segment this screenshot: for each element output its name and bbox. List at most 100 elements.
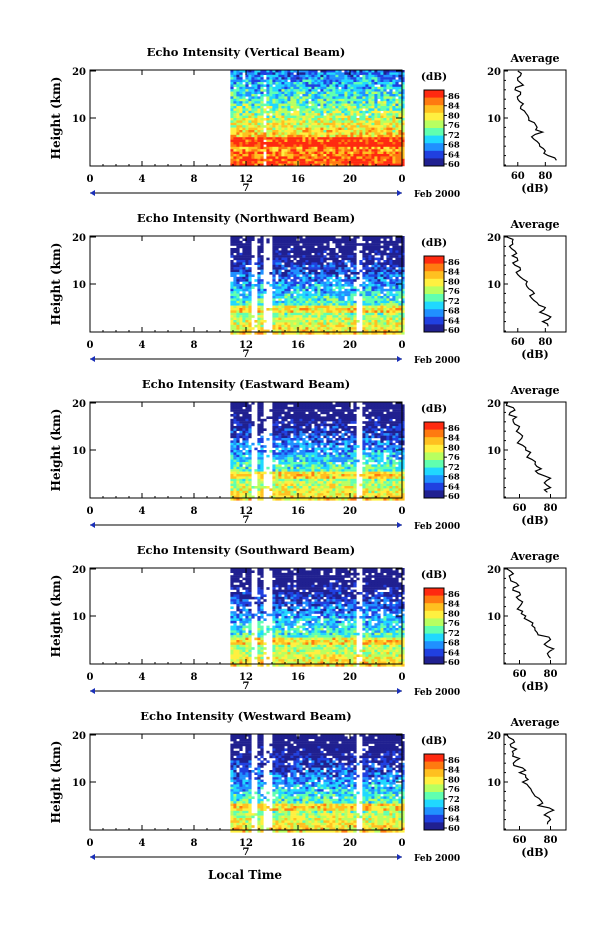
heatmap-cell <box>371 243 375 246</box>
heatmap-cell <box>323 327 327 330</box>
heatmap-cell <box>386 72 390 75</box>
heatmap-cell <box>398 296 402 299</box>
heatmap-cell <box>365 84 369 87</box>
heatmap-cell <box>230 110 234 114</box>
heatmap-cell <box>332 146 336 150</box>
heatmap-cell <box>302 402 306 405</box>
heatmap-cell <box>233 127 237 131</box>
heatmap-cell <box>332 404 336 407</box>
heatmap-cell <box>365 158 369 162</box>
heatmap-cell <box>344 125 348 128</box>
heatmap-cell <box>233 250 237 253</box>
heatmap-cell <box>350 70 354 73</box>
heatmap-cell <box>314 402 318 405</box>
heatmap-cell <box>335 243 339 246</box>
heatmap-cell <box>305 72 309 75</box>
heatmap-cell <box>317 125 321 128</box>
heatmap-cell <box>398 281 402 285</box>
heatmap-cell <box>257 154 261 157</box>
heatmap-cell <box>245 329 249 333</box>
heatmap-cell <box>365 91 369 95</box>
heatmap-cell <box>335 264 339 268</box>
heatmap-cell <box>287 329 291 333</box>
heatmap-cell <box>299 260 303 263</box>
heatmap-cell <box>308 286 312 289</box>
heatmap-cell <box>275 134 279 138</box>
heatmap-cell <box>320 293 324 297</box>
heatmap-cell <box>302 322 306 325</box>
heatmap-cell <box>374 276 378 280</box>
heatmap-cell <box>296 243 300 246</box>
heatmap-cell <box>308 329 312 333</box>
heatmap-cell <box>338 96 342 99</box>
heatmap-cell <box>395 84 399 87</box>
heatmap-cell <box>341 423 345 427</box>
heatmap-cell <box>317 308 321 311</box>
heatmap-cell <box>329 115 333 119</box>
heatmap-cell <box>335 139 339 143</box>
heatmap-cell <box>368 276 372 280</box>
heatmap-cell <box>335 91 339 95</box>
heatmap-cell <box>230 108 234 111</box>
heatmap-cell <box>374 421 378 424</box>
heatmap-cell <box>389 79 393 83</box>
heatmap-cell <box>245 406 249 410</box>
heatmap-cell <box>371 72 375 75</box>
heatmap-cell <box>386 101 390 104</box>
heatmap-cell <box>305 257 309 261</box>
heatmap-cell <box>329 139 333 143</box>
heatmap-cell <box>389 113 393 116</box>
heatmap-cell <box>281 118 285 121</box>
heatmap-cell <box>353 269 357 273</box>
heatmap-cell <box>392 115 396 119</box>
heatmap-cell <box>284 327 288 330</box>
heatmap-cell <box>386 158 390 162</box>
heatmap-cell <box>299 120 303 123</box>
heatmap-cell <box>251 423 255 427</box>
heatmap-cell <box>254 154 258 157</box>
heatmap-cell <box>368 418 372 422</box>
heatmap-cell <box>287 305 291 309</box>
heatmap-cell <box>368 332 372 335</box>
heatmap-cell <box>347 260 351 263</box>
heatmap-cell <box>395 418 399 422</box>
heatmap-cell <box>383 404 387 407</box>
heatmap-cell <box>365 315 369 318</box>
heatmap-cell <box>296 149 300 152</box>
heatmap-cell <box>248 120 252 123</box>
heatmap-cell <box>320 151 324 155</box>
heatmap-cell <box>380 322 384 325</box>
heatmap-cell <box>341 409 345 412</box>
heatmap-cell <box>251 156 255 159</box>
heatmap-cell <box>350 279 354 282</box>
heatmap-cell <box>275 402 279 405</box>
heatmap-cell <box>269 158 273 162</box>
heatmap-cell <box>236 279 240 282</box>
heatmap-cell <box>257 267 261 270</box>
heatmap-cell <box>332 82 336 85</box>
heatmap-cell <box>386 149 390 152</box>
heatmap-cell <box>314 108 318 111</box>
heatmap-cell <box>242 98 246 102</box>
heatmap-cell <box>395 154 399 157</box>
heatmap-cell <box>281 108 285 111</box>
heatmap-cell <box>347 293 351 297</box>
heatmap-cell <box>287 130 291 133</box>
heatmap-cell <box>260 94 264 97</box>
heatmap-cell <box>359 250 363 253</box>
heatmap-cell <box>341 72 345 75</box>
heatmap-cell <box>383 269 387 273</box>
heatmap-cell <box>341 269 345 273</box>
heatmap-cell <box>383 327 387 330</box>
heatmap-cell <box>329 72 333 75</box>
heatmap-cell <box>386 236 390 239</box>
heatmap-cell <box>326 94 330 97</box>
heatmap-cell <box>338 310 342 313</box>
heatmap-cell <box>374 70 378 73</box>
heatmap-cell <box>230 327 234 330</box>
heatmap-cell <box>290 409 294 412</box>
heatmap-cell <box>356 101 360 104</box>
heatmap-cell <box>395 86 399 90</box>
heatmap-cell <box>305 260 309 263</box>
heatmap-cell <box>299 86 303 90</box>
